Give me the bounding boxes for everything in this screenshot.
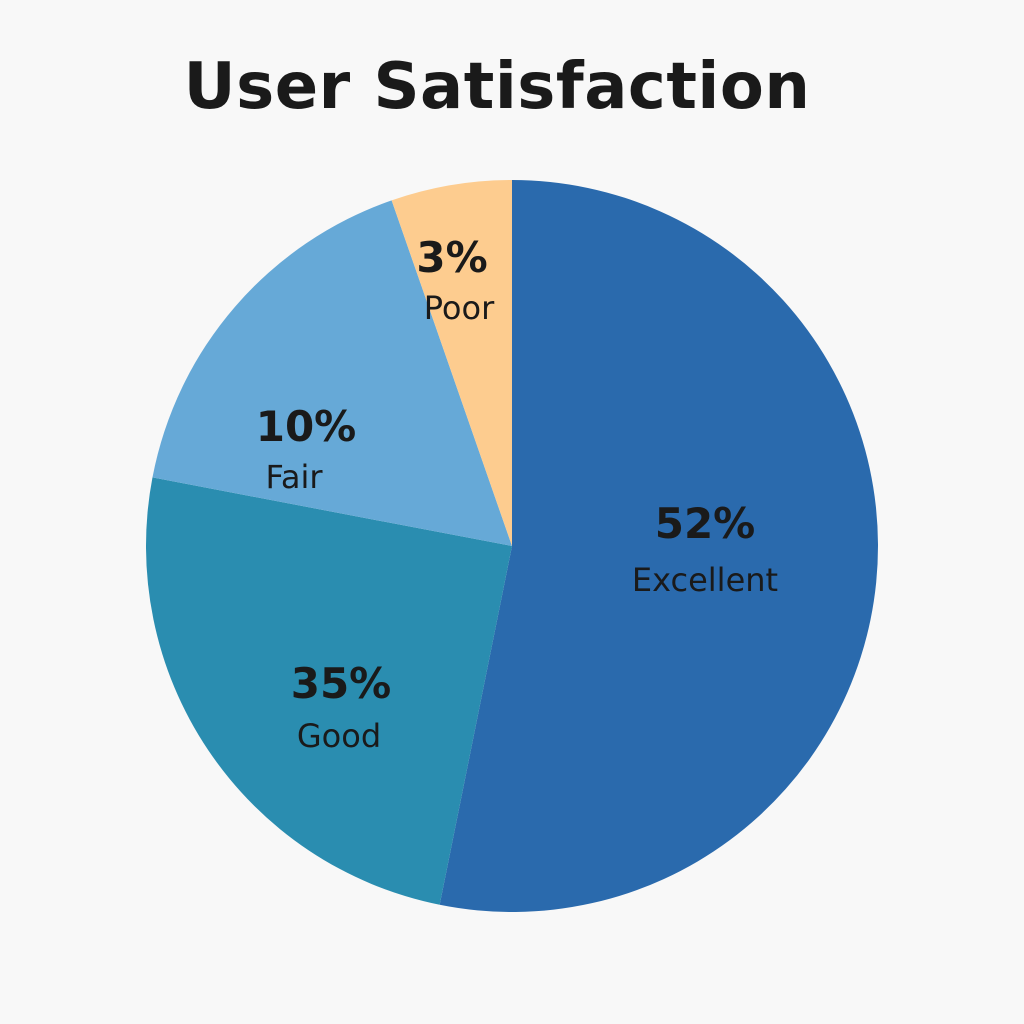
slice-poor <box>391 180 512 546</box>
slice-excellent-percent: 52% <box>655 499 756 548</box>
slice-poor-label: Poor <box>424 289 495 327</box>
slice-good-label: Good <box>297 717 381 755</box>
slice-excellent <box>439 180 878 913</box>
slice-excellent-label: Excellent <box>632 561 778 599</box>
slice-poor-percent: 3% <box>416 233 487 282</box>
chart-title: User Satisfaction <box>183 50 811 124</box>
slice-fair-label: Fair <box>265 458 323 496</box>
slice-good <box>145 477 513 905</box>
slice-fair-percent: 10% <box>256 402 357 451</box>
slice-fair <box>152 200 513 547</box>
slice-good-percent: 35% <box>291 659 392 708</box>
